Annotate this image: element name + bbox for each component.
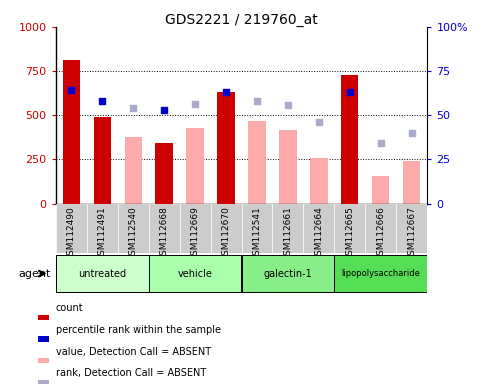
- Point: [98, 98, 106, 104]
- Bar: [303, 204, 334, 253]
- Text: GDS2221 / 219760_at: GDS2221 / 219760_at: [165, 13, 318, 27]
- Bar: [156, 144, 172, 204]
- Bar: [38, 379, 49, 384]
- Bar: [372, 176, 389, 204]
- Bar: [334, 255, 427, 292]
- Bar: [38, 336, 49, 341]
- Bar: [242, 255, 334, 292]
- Text: GSM112661: GSM112661: [284, 206, 293, 261]
- Text: GSM112490: GSM112490: [67, 206, 75, 261]
- Bar: [117, 204, 149, 253]
- Bar: [211, 204, 242, 253]
- Bar: [403, 161, 421, 204]
- Point: [129, 105, 137, 111]
- Text: GSM112670: GSM112670: [222, 206, 230, 261]
- Text: GSM112666: GSM112666: [376, 206, 385, 261]
- Point: [67, 88, 75, 94]
- Bar: [38, 358, 49, 363]
- Bar: [186, 127, 203, 204]
- Text: GSM112669: GSM112669: [190, 206, 199, 261]
- Text: GSM112667: GSM112667: [408, 206, 416, 261]
- Bar: [94, 117, 111, 204]
- Point: [315, 119, 323, 125]
- Text: percentile rank within the sample: percentile rank within the sample: [56, 325, 221, 335]
- Bar: [38, 315, 49, 320]
- Bar: [149, 204, 180, 253]
- Point: [346, 89, 354, 95]
- Point: [191, 101, 199, 107]
- Bar: [397, 204, 427, 253]
- Text: GSM112668: GSM112668: [159, 206, 169, 261]
- Point: [377, 141, 385, 147]
- Bar: [56, 255, 149, 292]
- Bar: [341, 74, 358, 204]
- Bar: [280, 130, 297, 204]
- Bar: [242, 204, 272, 253]
- Text: GSM112665: GSM112665: [345, 206, 355, 261]
- Bar: [180, 204, 211, 253]
- Bar: [125, 137, 142, 204]
- Text: GSM112540: GSM112540: [128, 206, 138, 261]
- Bar: [62, 60, 80, 204]
- Text: vehicle: vehicle: [178, 268, 213, 279]
- Text: value, Detection Call = ABSENT: value, Detection Call = ABSENT: [56, 347, 211, 357]
- Bar: [86, 204, 117, 253]
- Point: [160, 107, 168, 113]
- Text: galectin-1: galectin-1: [264, 268, 313, 279]
- Text: agent: agent: [18, 268, 51, 279]
- Point: [253, 98, 261, 104]
- Point: [222, 89, 230, 95]
- Text: rank, Detection Call = ABSENT: rank, Detection Call = ABSENT: [56, 368, 206, 378]
- Bar: [272, 204, 303, 253]
- Bar: [248, 121, 266, 204]
- Text: GSM112664: GSM112664: [314, 206, 324, 261]
- Bar: [217, 92, 235, 204]
- Text: lipopolysaccharide: lipopolysaccharide: [341, 269, 420, 278]
- Bar: [366, 204, 397, 253]
- Text: GSM112491: GSM112491: [98, 206, 107, 261]
- Text: untreated: untreated: [78, 268, 126, 279]
- Bar: [311, 159, 327, 204]
- Bar: [149, 255, 242, 292]
- Text: count: count: [56, 303, 83, 313]
- Bar: [334, 204, 366, 253]
- Point: [284, 101, 292, 108]
- Point: [408, 130, 416, 136]
- Text: GSM112541: GSM112541: [253, 206, 261, 261]
- Bar: [56, 204, 86, 253]
